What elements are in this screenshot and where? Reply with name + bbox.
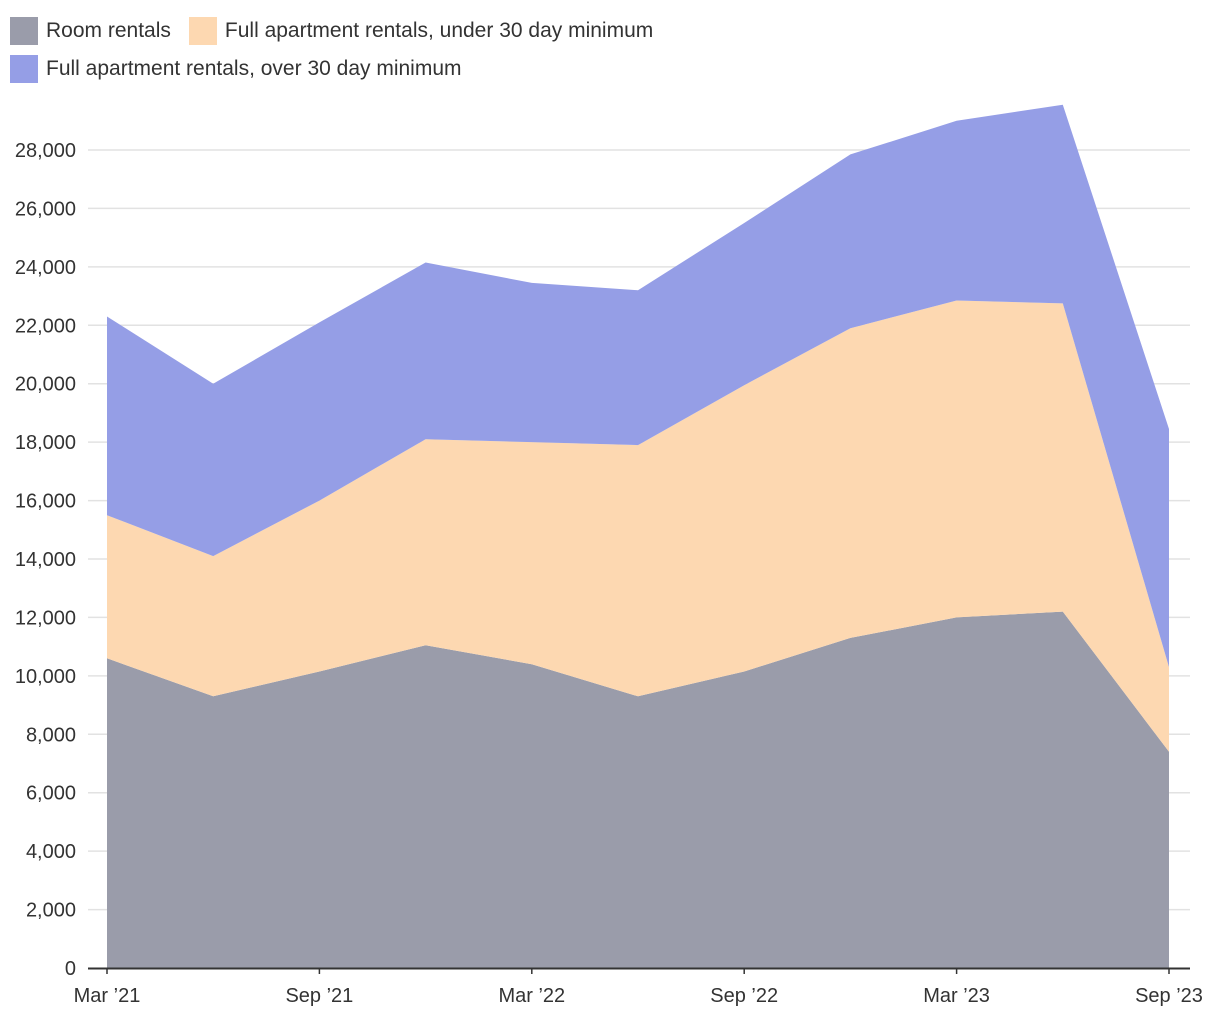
y-tick-label: 16,000 [15,491,76,513]
y-tick-label: 20,000 [15,374,76,396]
x-tick-label: Sep ’23 [1135,985,1203,1007]
y-tick-label: 22,000 [15,315,76,337]
x-tick-label: Mar ’21 [74,985,141,1007]
y-tick-label: 4,000 [26,841,76,863]
legend-item-room-rentals: Room rentals [10,16,171,46]
y-tick-label: 0 [65,958,76,980]
x-tick-label: Sep ’21 [285,985,353,1007]
legend-swatch-over-30 [10,55,38,83]
y-tick-label: 6,000 [26,783,76,805]
y-tick-label: 8,000 [26,724,76,746]
legend-row-1: Room rentals Full apartment rentals, und… [10,12,1210,50]
legend-swatch-room-rentals [10,17,38,45]
y-tick-label: 18,000 [15,432,76,454]
y-tick-label: 12,000 [15,607,76,629]
legend-label-room-rentals: Room rentals [46,19,171,42]
y-tick-label: 28,000 [15,140,76,162]
legend-swatch-under-30 [188,17,217,45]
y-tick-label: 10,000 [15,666,76,688]
chart-legend: Room rentals Full apartment rentals, und… [10,12,1210,88]
legend-label-over-30: Full apartment rentals, over 30 day mini… [46,57,462,80]
legend-row-2: Full apartment rentals, over 30 day mini… [10,50,1210,88]
legend-item-over-30: Full apartment rentals, over 30 day mini… [10,54,462,84]
x-tick-label: Mar ’22 [498,985,565,1007]
y-tick-label: 26,000 [15,198,76,220]
legend-item-under-30: Full apartment rentals, under 30 day min… [188,16,654,46]
x-tick-label: Mar ’23 [923,985,990,1007]
area-under-30-day [107,300,1169,752]
y-tick-label: 14,000 [15,549,76,571]
area-room-rentals [107,611,1169,968]
x-tick-label: Sep ’22 [710,985,778,1007]
y-tick-label: 24,000 [15,257,76,279]
y-tick-label: 2,000 [26,900,76,922]
area-over-30-day [107,104,1169,668]
axes: 0 2,000 4,000 6,000 8,000 10,000 12,000 14,000 1… [15,140,1203,1007]
area-series [107,104,1169,968]
legend-label-under-30: Full apartment rentals, under 30 day min… [224,19,654,42]
